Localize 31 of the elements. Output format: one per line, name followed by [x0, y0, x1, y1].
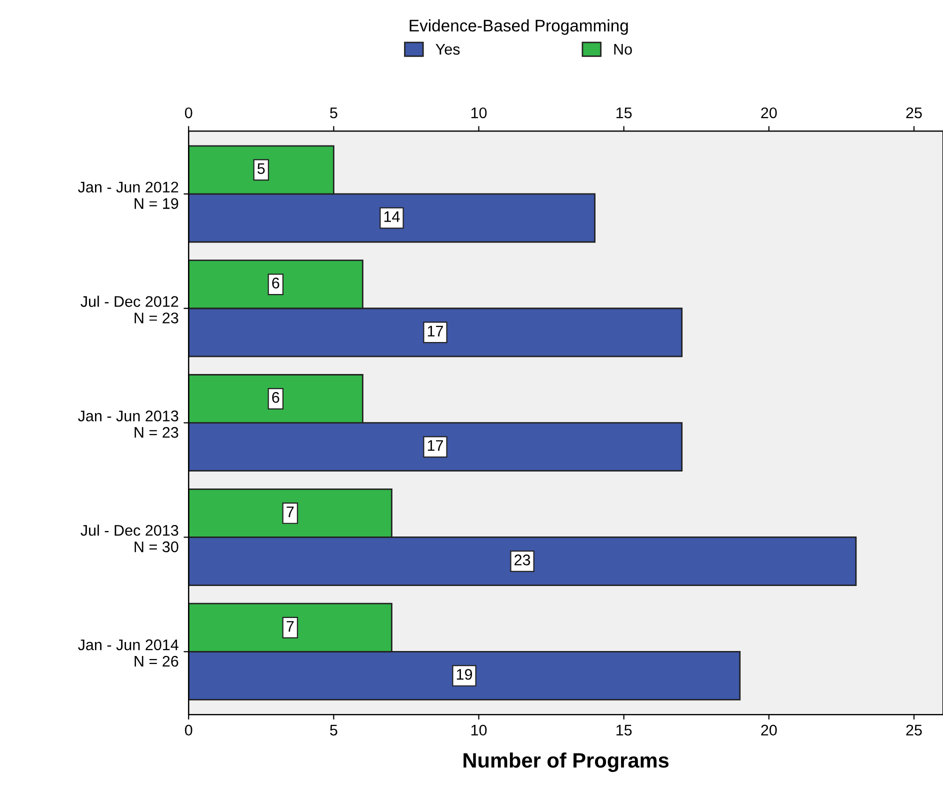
- y-tick-label: Jan - Jun 2012 N = 19: [78, 182, 178, 209]
- x-tick-label: 15: [616, 724, 632, 736]
- x2-tick-label: 15: [616, 108, 632, 118]
- data-label: 14: [384, 211, 400, 222]
- legend-title: Evidence-Based Progamming: [410, 19, 628, 35]
- data-label: 5: [258, 163, 265, 174]
- x-tick-label: 5: [330, 724, 338, 736]
- x-tick-label: 25: [906, 724, 922, 736]
- legend-label: No: [614, 44, 632, 55]
- data-label: 6: [272, 392, 280, 403]
- data-label: 19: [456, 668, 472, 680]
- x2-tick-label: 5: [330, 108, 338, 118]
- x-tick-label: 0: [184, 724, 192, 736]
- data-label: 7: [286, 506, 294, 518]
- x-tick-label: 10: [471, 724, 487, 736]
- data-label: 17: [428, 326, 443, 336]
- data-label: 7: [286, 621, 294, 632]
- x2-tick-label: 25: [906, 107, 922, 118]
- x-axis-title: Number of Programs: [464, 752, 669, 772]
- y-tick-label: Jan - Jun 2014 N = 26: [78, 639, 178, 667]
- y-tick-label: Jan - Jun 2013 N = 23: [78, 410, 178, 438]
- data-label: 17: [428, 440, 443, 451]
- data-label: 23: [514, 554, 530, 566]
- x2-tick-label: 20: [761, 107, 777, 118]
- y-tick-label: Jul - Dec 2012 N = 23: [80, 296, 178, 324]
- data-label: 6: [272, 278, 280, 288]
- legend-label: Yes: [436, 44, 460, 55]
- x2-tick-label: 0: [184, 107, 192, 118]
- x-tick-label: 20: [761, 724, 777, 736]
- y-tick-label: Jul - Dec 2013 N = 30: [80, 524, 178, 552]
- x2-tick-label: 10: [471, 107, 487, 118]
